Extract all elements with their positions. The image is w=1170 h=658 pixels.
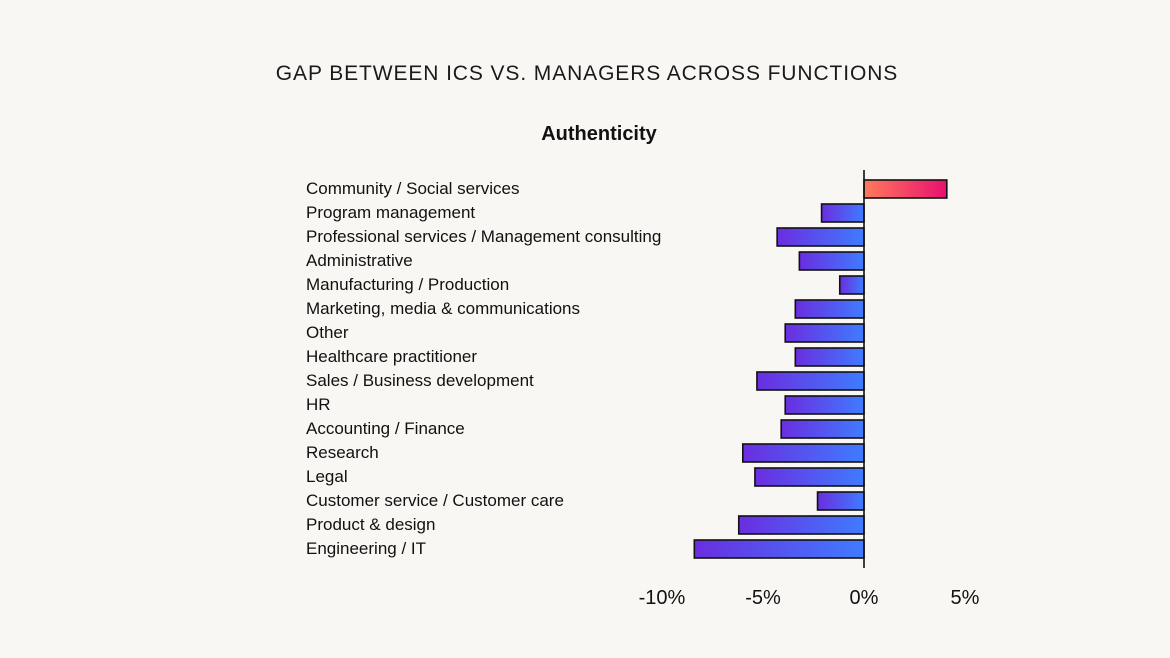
x-tick-label: -5% <box>745 587 781 609</box>
x-tick-label: 5% <box>950 587 980 609</box>
bar <box>756 371 865 391</box>
bar <box>794 299 865 319</box>
bar <box>737 515 865 535</box>
bar <box>798 251 865 271</box>
bar <box>794 347 865 367</box>
bar <box>784 395 865 415</box>
x-tick-label: -10% <box>638 587 686 609</box>
category-label: Administrative <box>306 251 413 270</box>
category-label: Community / Social services <box>306 179 520 198</box>
category-label: Customer service / Customer care <box>306 491 564 510</box>
category-label: Engineering / IT <box>306 539 427 558</box>
bar <box>816 491 865 511</box>
category-label: Manufacturing / Production <box>306 275 510 294</box>
category-label: Sales / Business development <box>306 371 534 390</box>
category-label: Marketing, media & communications <box>306 299 581 318</box>
x-tick-label: 0% <box>849 587 879 609</box>
category-label: Other <box>306 323 349 342</box>
category-label: Accounting / Finance <box>306 419 465 438</box>
category-label: Professional services / Management consu… <box>306 227 662 246</box>
bar <box>693 539 865 559</box>
category-label: Healthcare practitioner <box>306 347 478 366</box>
bar <box>776 227 865 247</box>
bar <box>741 443 865 463</box>
category-label: HR <box>306 395 331 414</box>
category-label: Legal <box>306 467 348 486</box>
chart-title: Authenticity <box>541 123 657 145</box>
bar <box>863 179 948 199</box>
category-label: Program management <box>306 203 476 222</box>
page-title: GAP BETWEEN ICS VS. MANAGERS ACROSS FUNC… <box>275 62 899 85</box>
bar <box>838 275 865 295</box>
bar <box>820 203 865 223</box>
bar <box>780 419 865 439</box>
bars-group <box>693 179 948 559</box>
bar <box>754 467 865 487</box>
category-label: Product & design <box>306 515 436 534</box>
bar <box>784 323 865 343</box>
category-label: Research <box>306 443 379 462</box>
